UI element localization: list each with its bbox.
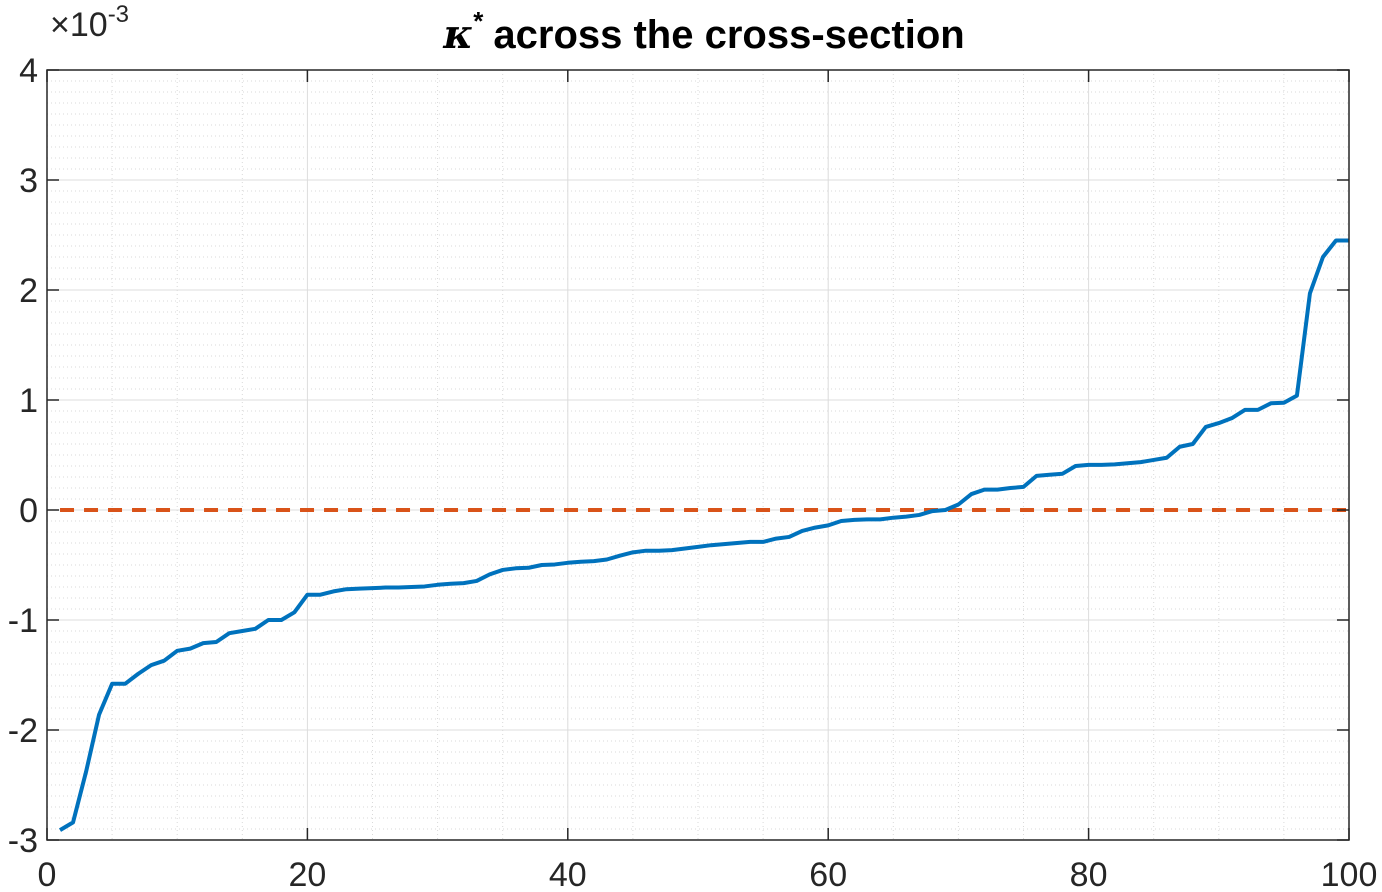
x-tick-label: 60	[809, 856, 847, 892]
y-tick-label: 3	[19, 162, 38, 200]
y-tick-label: 0	[19, 492, 38, 530]
minor-grid	[47, 70, 1349, 840]
chart-title: κ* across the cross-section	[442, 6, 964, 58]
y-tick-label: -1	[8, 602, 38, 640]
axes-frame	[46, 69, 1350, 841]
axis-multiplier-base: ×10	[50, 6, 108, 44]
y-tick-label: 4	[19, 52, 38, 90]
x-tick-label: 100	[1321, 856, 1378, 892]
title-superscript: *	[473, 6, 484, 36]
series-layer	[59, 238, 1349, 832]
title-text: across the cross-section	[493, 13, 964, 57]
x-tick-label: 40	[549, 856, 587, 892]
axis-multiplier-exponent: -3	[108, 1, 129, 28]
y-tick-label: 2	[19, 272, 38, 310]
x-tick-label: 20	[288, 856, 326, 892]
y-tick-label: 1	[19, 382, 38, 420]
plot-border	[46, 69, 1350, 841]
tick-labels: 0 20 40 60 80 100 -3 -2 -1 0 1 2 3 4	[8, 52, 1378, 892]
axis-multiplier: ×10-3	[50, 1, 129, 44]
kappa-series-line	[59, 238, 1349, 832]
title-symbol: κ	[442, 11, 473, 58]
y-tick-label: -2	[8, 712, 38, 750]
x-tick-label: 0	[38, 856, 57, 892]
y-tick-label: -3	[8, 822, 38, 860]
x-tick-label: 80	[1070, 856, 1108, 892]
